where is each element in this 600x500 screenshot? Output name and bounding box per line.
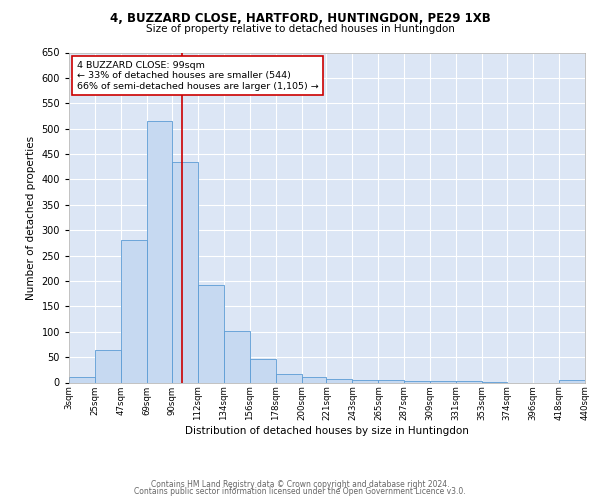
Bar [559, 380, 585, 382]
Bar [352, 380, 379, 382]
Bar [302, 378, 326, 382]
Bar [275, 374, 302, 382]
Bar [224, 331, 250, 382]
Bar [121, 240, 147, 382]
Bar [326, 379, 352, 382]
Bar [379, 380, 404, 382]
Bar [147, 121, 172, 382]
Text: 4, BUZZARD CLOSE, HARTFORD, HUNTINGDON, PE29 1XB: 4, BUZZARD CLOSE, HARTFORD, HUNTINGDON, … [110, 12, 490, 26]
Text: Size of property relative to detached houses in Huntingdon: Size of property relative to detached ho… [146, 24, 454, 34]
X-axis label: Distribution of detached houses by size in Huntingdon: Distribution of detached houses by size … [185, 426, 469, 436]
Bar [95, 350, 121, 382]
Text: Contains HM Land Registry data © Crown copyright and database right 2024.: Contains HM Land Registry data © Crown c… [151, 480, 449, 489]
Bar [69, 378, 95, 382]
Bar [172, 162, 198, 382]
Bar [250, 358, 275, 382]
Text: Contains public sector information licensed under the Open Government Licence v3: Contains public sector information licen… [134, 487, 466, 496]
Bar [198, 284, 224, 382]
Text: 4 BUZZARD CLOSE: 99sqm
← 33% of detached houses are smaller (544)
66% of semi-de: 4 BUZZARD CLOSE: 99sqm ← 33% of detached… [77, 60, 319, 90]
Y-axis label: Number of detached properties: Number of detached properties [26, 136, 36, 300]
Bar [404, 381, 430, 382]
